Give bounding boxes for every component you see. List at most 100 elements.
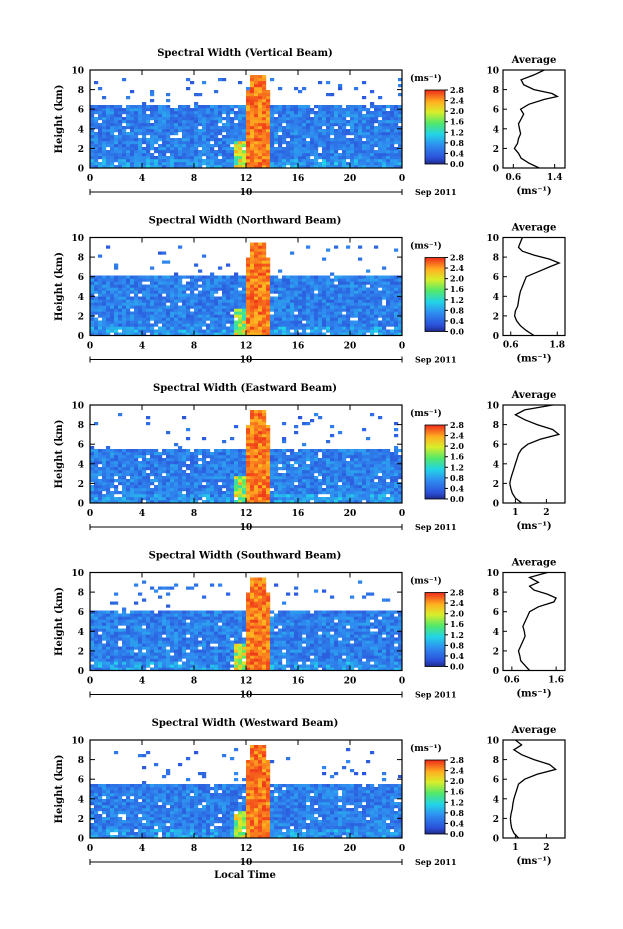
heatmap-cell [270, 308, 275, 312]
heatmap-cell [102, 485, 107, 489]
heatmap-cell [374, 455, 379, 459]
heatmap-cell [258, 120, 263, 124]
heatmap-cell [190, 305, 195, 309]
heatmap-cell [158, 156, 163, 160]
heatmap-cell [378, 497, 383, 501]
heatmap-cell [366, 296, 371, 300]
heatmap-cell [362, 479, 367, 483]
heatmap-cell [250, 117, 255, 121]
heatmap-cell [102, 138, 107, 142]
heatmap-cell [274, 111, 279, 115]
heatmap-cell [266, 147, 271, 151]
heatmap-cell [230, 470, 235, 474]
heatmap-cell [314, 126, 319, 130]
heatmap-cell [298, 488, 303, 492]
heatmap-cell [254, 102, 259, 106]
heatmap-cell [90, 619, 95, 623]
heatmap-cell [382, 317, 387, 321]
heatmap-cell [214, 464, 219, 468]
heatmap-cell [194, 470, 199, 474]
heatmap-cell [210, 147, 215, 151]
heatmap-cell [222, 467, 227, 471]
heatmap-cell [158, 150, 163, 154]
heatmap-cell [270, 314, 275, 318]
heatmap-cell [238, 323, 243, 327]
heatmap-cell [394, 284, 399, 288]
heatmap-cell [114, 290, 119, 294]
heatmap-cell [118, 323, 123, 327]
heatmap-cell [114, 114, 119, 118]
colorbar-tick-label: 1.6 [450, 452, 464, 462]
heatmap-cell [250, 320, 255, 324]
heatmap-cell [278, 126, 283, 130]
heatmap-cell [210, 317, 215, 321]
heatmap-cell [178, 455, 183, 459]
heatmap-cell [178, 138, 183, 142]
heatmap-cell [254, 129, 259, 133]
heatmap-cell [158, 251, 163, 255]
heatmap-cell [334, 467, 339, 471]
heatmap-cell [246, 470, 251, 474]
heatmap-cell [358, 129, 363, 133]
heatmap-cell [182, 144, 187, 148]
heatmap-cell [282, 126, 287, 130]
profile-y-tick-label: 2 [493, 312, 499, 322]
heatmap-cell [218, 332, 223, 336]
heatmap-cell [390, 479, 395, 483]
heatmap-cell [306, 326, 311, 330]
heatmap-cell [246, 159, 251, 163]
heatmap-cell [318, 314, 323, 318]
heatmap-cell [390, 320, 395, 324]
heatmap-cell [94, 494, 99, 498]
heatmap-cell [354, 87, 359, 91]
heatmap-cell [206, 296, 211, 300]
heatmap-cell [262, 422, 267, 426]
heatmap-cell [250, 413, 255, 417]
heatmap-cell [318, 497, 323, 501]
heatmap-cell [342, 317, 347, 321]
heatmap-cell [214, 326, 219, 330]
heatmap-cell [186, 302, 191, 306]
heatmap-cell [326, 108, 331, 112]
heatmap-cell [382, 281, 387, 285]
heatmap-cell [94, 470, 99, 474]
heatmap-cell [178, 281, 183, 285]
heatmap-cell [182, 497, 187, 501]
heatmap-cell [170, 299, 175, 303]
heatmap-cell [174, 117, 179, 121]
heatmap-cell [350, 479, 355, 483]
heatmap-cell [234, 500, 239, 504]
heatmap-cell [374, 144, 379, 148]
heatmap-cell [178, 114, 183, 118]
heatmap-cell [126, 461, 131, 465]
heatmap-cell [394, 329, 399, 333]
heatmap-cell [398, 117, 403, 121]
heatmap-cell [366, 120, 371, 124]
heatmap-cell [106, 293, 111, 297]
heatmap-cell [334, 449, 339, 453]
heatmap-cell [258, 497, 263, 501]
heatmap-cell [234, 488, 239, 492]
heatmap-cell [198, 153, 203, 157]
heatmap-cell [186, 78, 191, 82]
heatmap-cell [158, 299, 163, 303]
heatmap-cell [334, 308, 339, 312]
heatmap-cell [326, 320, 331, 324]
heatmap-cell [98, 123, 103, 127]
heatmap-cell [282, 482, 287, 486]
heatmap-cell [130, 150, 135, 154]
heatmap-cell [362, 278, 367, 282]
heatmap-cell [98, 488, 103, 492]
heatmap-cell [162, 308, 167, 312]
heatmap-cell [342, 467, 347, 471]
heatmap-cell [174, 162, 179, 166]
heatmap-cell [286, 156, 291, 160]
heatmap-cell [314, 311, 319, 315]
heatmap-cell [90, 293, 95, 297]
heatmap-cell [238, 278, 243, 282]
heatmap-cell [250, 84, 255, 88]
heatmap-cell [294, 111, 299, 115]
heatmap-cell [142, 305, 147, 309]
heatmap-cell [338, 458, 343, 462]
heatmap-cell [270, 500, 275, 504]
